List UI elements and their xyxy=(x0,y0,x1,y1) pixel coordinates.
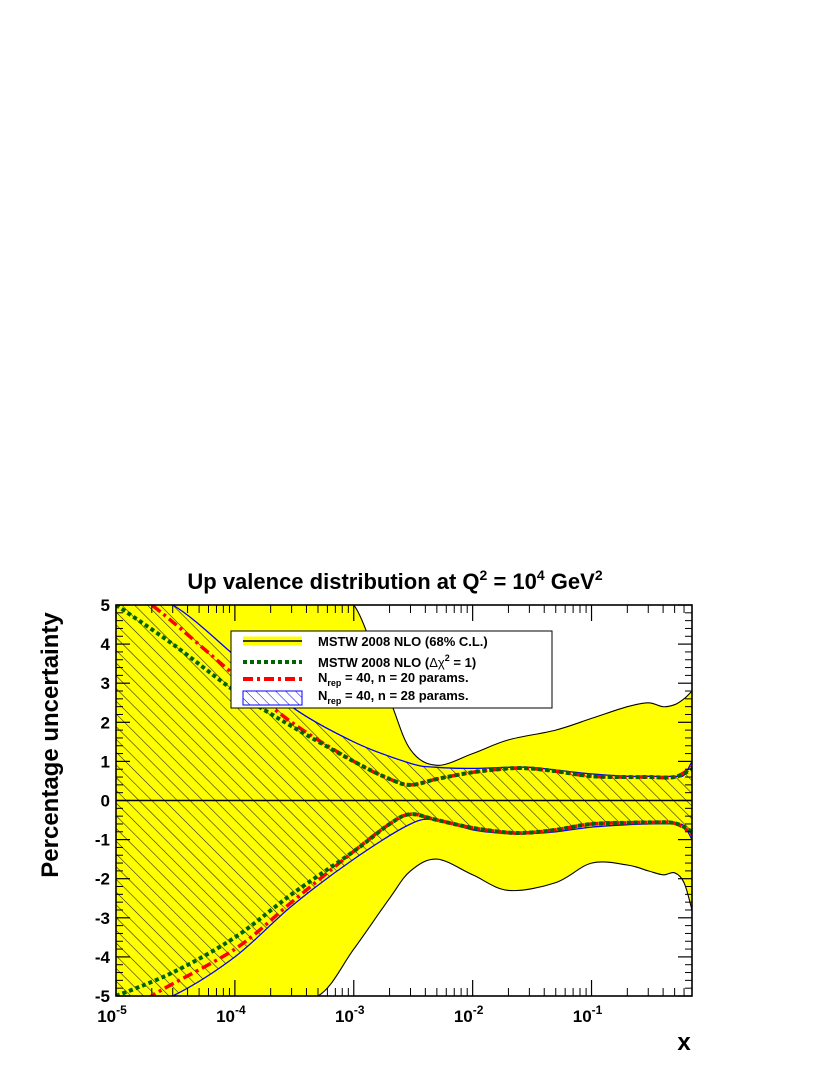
x-tick-label: 10-4 xyxy=(216,1003,246,1026)
legend-item-68cl: MSTW 2008 NLO (68% C.L.) xyxy=(318,634,488,649)
x-tick-label: 10-1 xyxy=(573,1003,603,1026)
y-tick-label: 2 xyxy=(101,713,110,732)
y-tick-label: 0 xyxy=(101,792,110,811)
legend-item-nrep28: Nrep = 40, n = 28 params. xyxy=(318,688,469,706)
y-tick-label: -4 xyxy=(95,948,111,967)
series-68cl-lower-edge xyxy=(116,858,692,996)
y-tick-label: 1 xyxy=(101,752,110,771)
y-tick-label: -5 xyxy=(95,987,110,1006)
x-tick-label: 10-3 xyxy=(335,1003,365,1026)
y-tick-label: -2 xyxy=(95,870,110,889)
chart-title: Up valence distribution at Q2 = 104 GeV2 xyxy=(187,567,602,594)
series-delta-chi2-lower xyxy=(116,812,692,996)
legend-item-delta-chi2: MSTW 2008 NLO (Δχ2 = 1) xyxy=(318,653,476,670)
legend: MSTW 2008 NLO (68% C.L.) MSTW 2008 NLO (… xyxy=(230,630,553,709)
legend-item-nrep20: Nrep = 40, n = 20 params. xyxy=(318,670,469,688)
y-tick-label: -3 xyxy=(95,909,110,928)
y-tick-label: -1 xyxy=(95,831,110,850)
x-tick-label: 10-5 xyxy=(97,1003,127,1026)
series-delta-chi2-upper xyxy=(116,605,692,787)
y-tick-label: 4 xyxy=(101,635,111,654)
legend-swatch-nrep28 xyxy=(242,690,303,706)
x-axis-label: x xyxy=(677,1029,691,1056)
x-tick-label: 10-2 xyxy=(454,1003,484,1026)
y-axis-label: Percentage uncertainty xyxy=(37,612,64,878)
series-68cl-upper-edge xyxy=(116,605,692,766)
y-tick-label: 3 xyxy=(101,674,110,693)
y-tick-label: 5 xyxy=(101,596,110,615)
